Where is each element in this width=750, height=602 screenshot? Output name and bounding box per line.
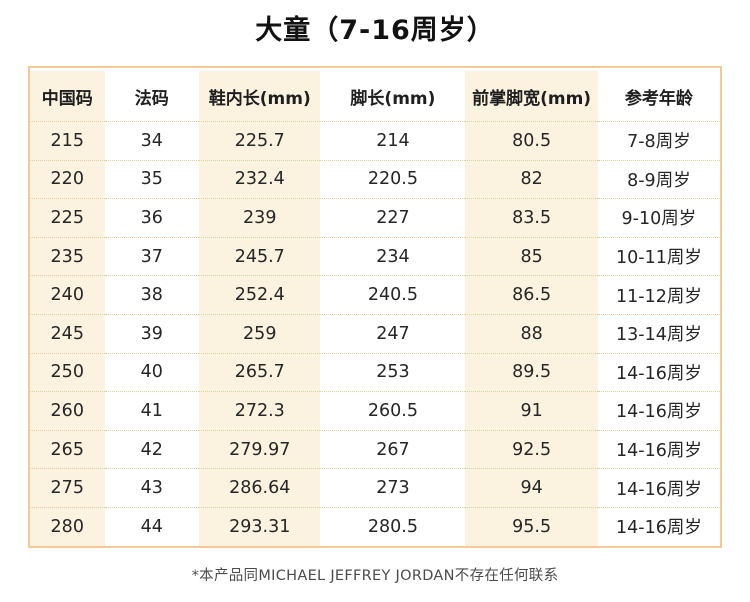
disclaimer-text: *本产品同MICHAEL JEFFREY JORDAN不存在任何联系 (191, 567, 559, 584)
table-cell: 11-12周岁 (597, 275, 720, 314)
table-cell: 89.5 (465, 352, 598, 392)
table-row: 240 38 252.4 240.5 86.5 11-12周岁 (30, 275, 720, 314)
table-cell: 43 (104, 468, 200, 507)
table-cell: 41 (104, 391, 200, 430)
table-cell: 14-16周岁 (597, 352, 720, 392)
table-cell: 235 (30, 236, 105, 276)
table-cell: 92.5 (465, 429, 598, 469)
page-title: 大童（7-16周岁） (255, 15, 495, 46)
table-cell: 260.5 (320, 391, 466, 430)
table-cell: 225.7 (199, 121, 321, 160)
table-cell: 40 (104, 352, 200, 392)
table-row: 280 44 293.31 280.5 95.5 14-16周岁 (30, 506, 720, 546)
table-row: 260 41 272.3 260.5 91 14-16周岁 (30, 391, 720, 430)
table-cell: 240 (30, 275, 105, 314)
table-row: 220 35 232.4 220.5 82 8-9周岁 (30, 159, 720, 199)
table-cell: 14-16周岁 (597, 506, 720, 546)
table-cell: 82 (465, 159, 598, 199)
table-row: 265 42 279.97 267 92.5 14-16周岁 (30, 429, 720, 469)
table-cell: 39 (104, 313, 200, 353)
table-cell: 260 (30, 391, 105, 430)
column-header: 中国码 (30, 68, 105, 121)
table-row: 215 34 225.7 214 80.5 7-8周岁 (30, 121, 720, 160)
table-cell: 245.7 (199, 236, 321, 276)
table-cell: 35 (104, 159, 200, 199)
table-row: 250 40 265.7 253 89.5 14-16周岁 (30, 352, 720, 392)
table-cell: 265.7 (199, 352, 321, 392)
table-cell: 86.5 (465, 275, 598, 314)
table-cell: 234 (320, 236, 466, 276)
table-cell: 280 (30, 506, 105, 546)
table-cell: 259 (199, 313, 321, 353)
table-cell: 42 (104, 429, 200, 469)
table-cell: 265 (30, 429, 105, 469)
table-cell: 225 (30, 198, 105, 237)
table-cell: 85 (465, 236, 598, 276)
table-cell: 220 (30, 159, 105, 199)
table-cell: 273 (320, 468, 466, 507)
table-row: 235 37 245.7 234 85 10-11周岁 (30, 236, 720, 276)
table-cell: 80.5 (465, 121, 598, 160)
table-cell: 215 (30, 121, 105, 160)
table-cell: 240.5 (320, 275, 466, 314)
table-cell: 9-10周岁 (597, 198, 720, 237)
table-cell: 44 (104, 506, 200, 546)
table-cell: 214 (320, 121, 466, 160)
table-cell: 239 (199, 198, 321, 237)
table-cell: 37 (104, 236, 200, 276)
table-body: 215 34 225.7 214 80.5 7-8周岁 220 35 232.4 220.5 82 8… (30, 121, 720, 546)
table-cell: 14-16周岁 (597, 391, 720, 430)
table-cell: 286.64 (199, 468, 321, 507)
column-header: 法码 (104, 68, 200, 121)
table-cell: 267 (320, 429, 466, 469)
table-row: 245 39 259 247 88 13-14周岁 (30, 313, 720, 353)
table-row: 225 36 239 227 83.5 9-10周岁 (30, 198, 720, 237)
table-cell: 272.3 (199, 391, 321, 430)
table-cell: 247 (320, 313, 466, 353)
table-cell: 280.5 (320, 506, 466, 546)
table-cell: 91 (465, 391, 598, 430)
table-cell: 220.5 (320, 159, 466, 199)
table-cell: 250 (30, 352, 105, 392)
column-header: 脚长(mm) (320, 68, 466, 121)
column-header: 参考年龄 (597, 68, 720, 121)
table-cell: 95.5 (465, 506, 598, 546)
table-cell: 13-14周岁 (597, 313, 720, 353)
table-row: 275 43 286.64 273 94 14-16周岁 (30, 468, 720, 507)
table-cell: 14-16周岁 (597, 468, 720, 507)
table-cell: 8-9周岁 (597, 159, 720, 199)
table-cell: 232.4 (199, 159, 321, 199)
table-cell: 94 (465, 468, 598, 507)
size-table: 中国码 法码 鞋内长(mm) 脚长(mm) 前掌脚宽(mm) 参考年龄 215 34 225.… (30, 68, 720, 546)
table-cell: 83.5 (465, 198, 598, 237)
table-cell: 7-8周岁 (597, 121, 720, 160)
table-cell: 279.97 (199, 429, 321, 469)
table-cell: 245 (30, 313, 105, 353)
column-header: 前掌脚宽(mm) (465, 68, 598, 121)
table-cell: 88 (465, 313, 598, 353)
table-cell: 10-11周岁 (597, 236, 720, 276)
table-cell: 252.4 (199, 275, 321, 314)
table-cell: 293.31 (199, 506, 321, 546)
table-cell: 253 (320, 352, 466, 392)
table-cell: 275 (30, 468, 105, 507)
table-cell: 227 (320, 198, 466, 237)
size-table-container: 中国码 法码 鞋内长(mm) 脚长(mm) 前掌脚宽(mm) 参考年龄 215 34 225.… (28, 66, 722, 548)
table-cell: 36 (104, 198, 200, 237)
table-header-row: 中国码 法码 鞋内长(mm) 脚长(mm) 前掌脚宽(mm) 参考年龄 (30, 68, 720, 121)
table-cell: 38 (104, 275, 200, 314)
table-cell: 14-16周岁 (597, 429, 720, 469)
table-cell: 34 (104, 121, 200, 160)
column-header: 鞋内长(mm) (199, 68, 321, 121)
